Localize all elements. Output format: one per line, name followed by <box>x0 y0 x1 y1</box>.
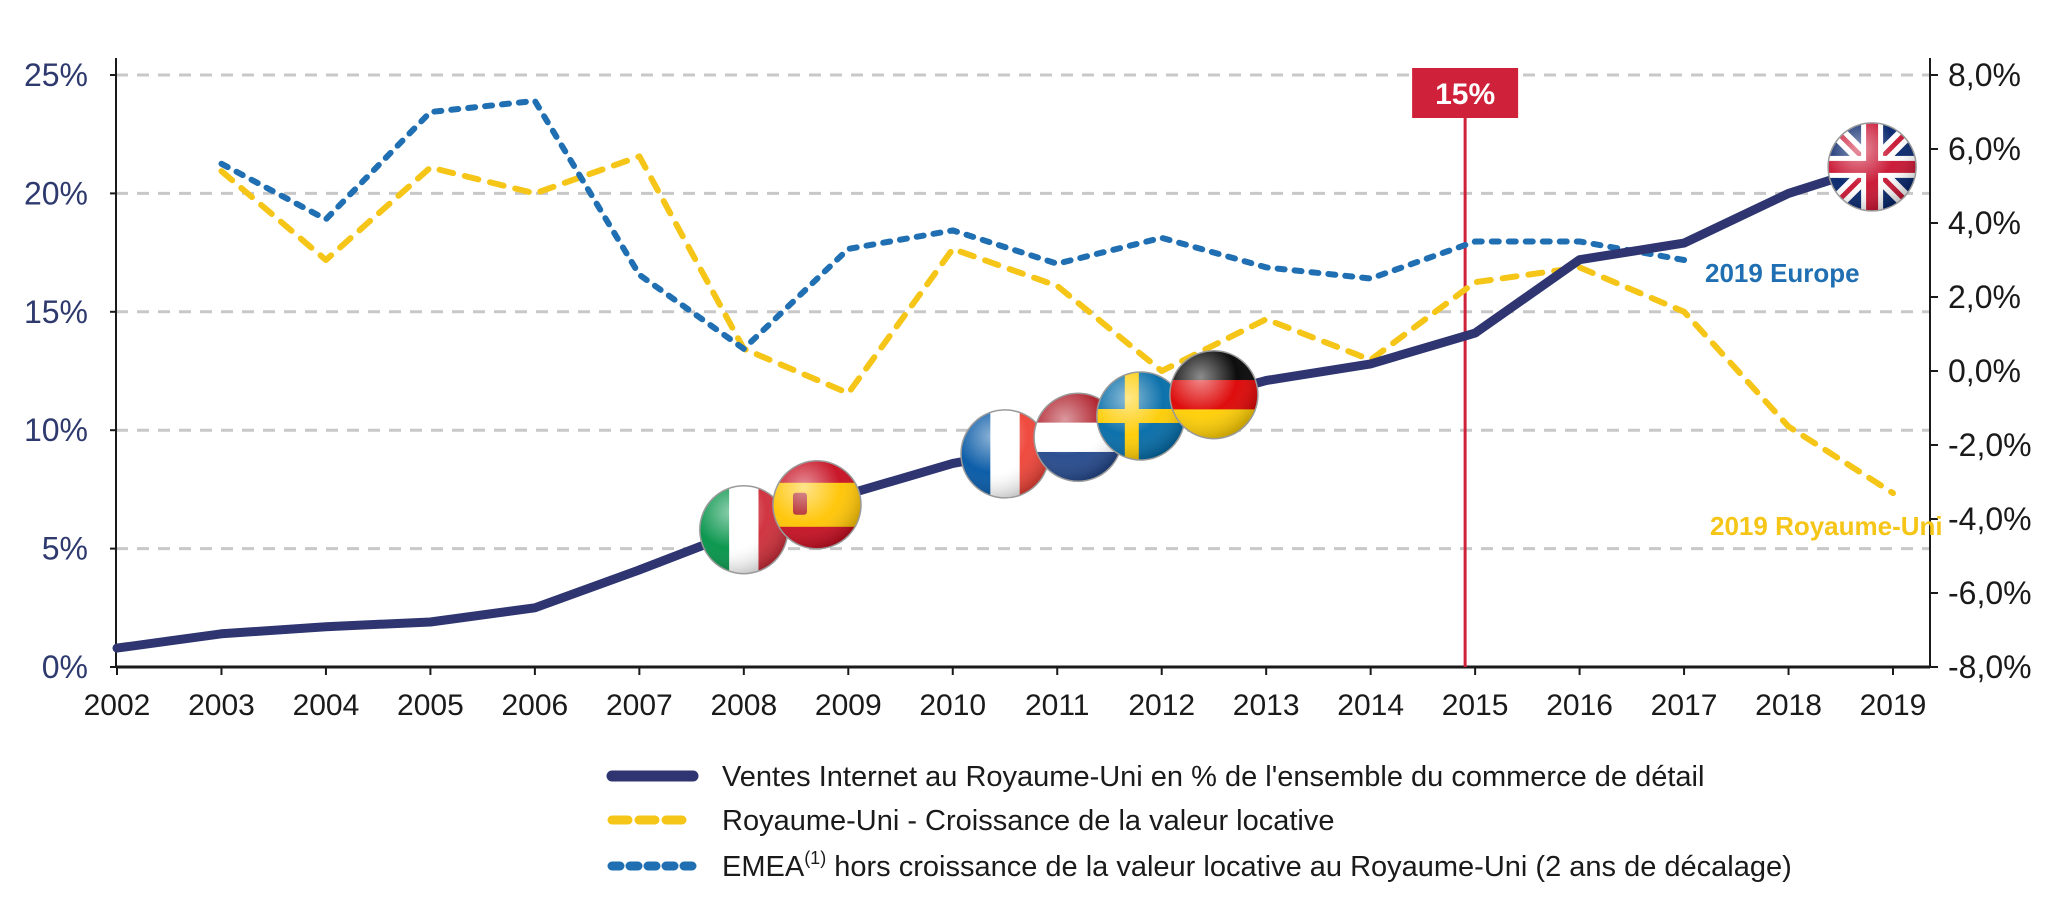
x-tick-label: 2011 <box>1025 689 1090 722</box>
x-tick-label: 2008 <box>710 689 777 722</box>
series-line-royaume-uni <box>218 153 1896 497</box>
marker-2015: 15% <box>1412 68 1519 667</box>
right-tick-label: -8,0% <box>1948 649 2032 685</box>
flag-rim <box>1169 349 1259 440</box>
flag-gloss <box>961 409 1049 498</box>
right-tick-label: 6,0% <box>1948 131 2021 167</box>
left-tick-label: 25% <box>24 57 88 93</box>
series-line-ventes-internet <box>112 155 1898 653</box>
x-tick-label: 2007 <box>606 689 673 722</box>
legend-emea-text-after: hors croissance de la valeur locative au… <box>826 851 1792 883</box>
right-tick-label: 4,0% <box>1948 205 2021 241</box>
right-axis-ticks: 8,0% 6,0% 4,0% 2,0% 0,0% -2,0% -4,0% -6,0% -8,0% <box>1930 57 2032 685</box>
marker-label: 15% <box>1435 78 1495 111</box>
left-axis-ticks: 0% 5% 10% 15% 20% 25% <box>24 57 116 685</box>
right-tick-label: 8,0% <box>1948 57 2021 93</box>
right-tick-label: 2,0% <box>1948 279 2021 315</box>
legend-label-ventes: Ventes Internet au Royaume-Uni en % de l… <box>722 761 1704 793</box>
x-tick-label: 2002 <box>84 689 151 722</box>
x-tick-label: 2017 <box>1651 689 1718 722</box>
x-tick-label: 2005 <box>397 689 464 722</box>
left-tick-label: 10% <box>24 412 88 448</box>
flag-gloss <box>1828 122 1917 211</box>
marker-badge <box>1412 68 1519 118</box>
right-tick-label: 0,0% <box>1948 353 2021 389</box>
flag-gloss <box>773 460 861 549</box>
x-tick-label: 2010 <box>919 689 986 722</box>
left-tick-label: 0% <box>42 649 88 685</box>
flag-gloss <box>699 485 788 574</box>
left-tick-label: 20% <box>24 175 88 211</box>
flag-united-kingdom-icon <box>1827 122 1917 212</box>
flag-gloss <box>1096 372 1185 460</box>
legend-label-emea: EMEA(1) hors croissance de la valeur loc… <box>722 848 1792 883</box>
flag-gloss <box>1169 350 1258 439</box>
x-tick-label: 2003 <box>188 689 255 722</box>
flag-sweden-icon <box>1096 371 1186 461</box>
axes <box>115 58 1931 669</box>
x-tick-label: 2012 <box>1128 689 1195 722</box>
x-axis-ticks: 2002 2003 2004 2005 2006 2007 2008 2009 2010 2011… <box>84 667 1927 722</box>
x-tick-label: 2009 <box>815 689 882 722</box>
flag-rim <box>1827 122 1917 212</box>
x-tick-label: 2014 <box>1337 689 1404 722</box>
right-tick-label: -4,0% <box>1948 501 2032 537</box>
annotation-2019-europe: 2019 Europe <box>1705 258 1860 288</box>
right-tick-label: -6,0% <box>1948 575 2032 611</box>
legend-emea-superscript: (1) <box>804 848 826 868</box>
x-tick-label: 2015 <box>1442 689 1509 722</box>
x-tick-label: 2006 <box>502 689 569 722</box>
x-tick-label: 2019 <box>1860 689 1927 722</box>
x-tick-label: 2013 <box>1233 689 1300 722</box>
x-tick-label: 2018 <box>1755 689 1822 722</box>
flag-germany-icon <box>1169 349 1259 440</box>
flag-spain-icon <box>772 460 862 550</box>
series-layer <box>112 97 1898 653</box>
x-tick-label: 2004 <box>293 689 360 722</box>
flag-italy-icon <box>699 484 789 575</box>
legend-label-royaume-uni: Royaume-Uni - Croissance de la valeur lo… <box>722 805 1334 837</box>
annotation-2019-royaume-uni: 2019 Royaume-Uni <box>1710 511 1943 541</box>
legend: Ventes Internet au Royaume-Uni en % de l… <box>606 761 1792 883</box>
legend-emea-text-before: EMEA <box>722 851 805 883</box>
right-tick-label: -2,0% <box>1948 427 2032 463</box>
x-tick-label: 2016 <box>1546 689 1613 722</box>
flags-layer <box>699 122 1917 575</box>
left-tick-label: 15% <box>24 294 88 330</box>
left-tick-label: 5% <box>42 531 88 567</box>
series-line-emea <box>218 97 1688 352</box>
flag-rim <box>772 460 862 550</box>
